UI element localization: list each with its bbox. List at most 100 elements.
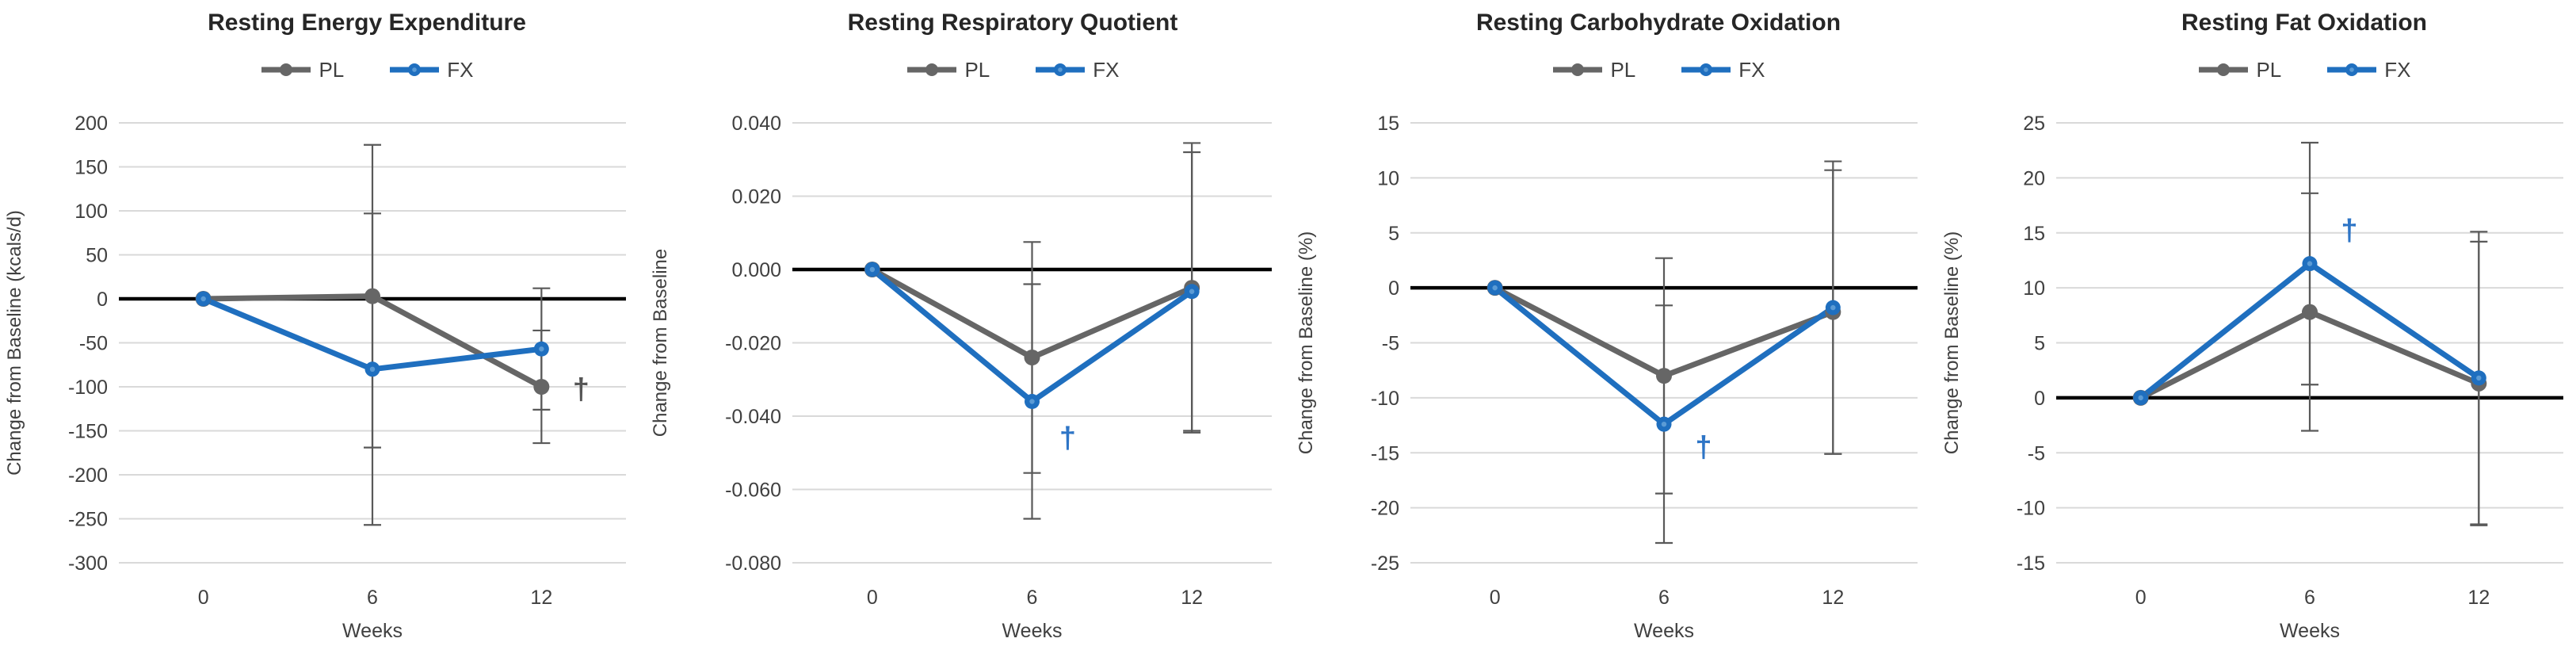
y-tick-label: 10 — [1377, 167, 1399, 189]
y-tick-label: -200 — [68, 464, 108, 487]
plot-resting-respiratory-quotient: 0.040 0.020 0.000 -0.020 -0.040 -0.060 -0.080 †… — [650, 113, 1272, 642]
x-tick-label: 0 — [198, 587, 209, 609]
y-tick-label: -20 — [1371, 498, 1399, 520]
y-axis-title: Change from Baseline — [650, 249, 671, 437]
legend-item-pl: PL — [2197, 58, 2281, 82]
y-tick-label: 25 — [2023, 113, 2045, 135]
pl-line-marker-icon — [2199, 63, 2249, 76]
chart-legend: PL FX — [0, 49, 639, 90]
pl-line-marker-icon — [1553, 63, 1603, 76]
legend-item-fx: FX — [1680, 58, 1765, 82]
fx-line-marker-icon — [2327, 63, 2377, 76]
y-tick-label: 15 — [1377, 113, 1399, 135]
legend-label-pl: PL — [2256, 57, 2282, 82]
legend-item-pl: PL — [1551, 58, 1635, 82]
legend-label-pl: PL — [964, 57, 990, 82]
x-axis-title: Weeks — [1634, 620, 1694, 642]
pl-line-marker-icon — [261, 63, 311, 76]
chart-card-resting-respiratory-quotient: Resting Respiratory Quotient PL FX 0.040… — [646, 0, 1284, 646]
legend-item-pl: PL — [260, 58, 344, 82]
chart-card-resting-fat-oxidation: Resting Fat Oxidation PL FX 25 20 15 10 5 0 -5… — [1937, 0, 2576, 646]
y-tick-label: 0 — [97, 289, 108, 311]
x-tick-label: 12 — [1181, 587, 1203, 609]
y-tick-label: 0.000 — [731, 259, 781, 281]
y-tick-label: -15 — [2017, 552, 2045, 575]
x-tick-label: 12 — [1822, 587, 1844, 609]
y-tick-label: -5 — [2028, 442, 2045, 464]
chart-card-resting-energy-expenditure: Resting Energy Expenditure PL FX 200 150 1… — [0, 0, 639, 646]
dagger-annotation: † — [2341, 214, 2357, 247]
chart-legend: PL FX — [1292, 49, 1930, 90]
legend-item-pl: PL — [906, 58, 990, 82]
x-tick-label: 0 — [1490, 587, 1501, 609]
fx-line-marker-icon — [390, 63, 440, 76]
legend-label-fx: FX — [2384, 57, 2411, 82]
chart-title: Resting Respiratory Quotient — [847, 10, 1178, 36]
x-axis-title: Weeks — [342, 620, 403, 642]
legend-label-pl: PL — [319, 57, 345, 82]
dagger-annotation: † — [1059, 422, 1076, 455]
plot-resting-energy-expenditure: 200 150 100 50 0 -50 -100 -150 -200 -250 -300 † 0 6 12… — [4, 113, 626, 642]
dagger-annotation: † — [1695, 430, 1712, 464]
y-tick-label: -50 — [79, 333, 108, 355]
dagger-annotation: † — [573, 373, 590, 406]
y-axis-title: Change from Baseline (kcals/d) — [4, 210, 25, 476]
y-tick-label: -0.040 — [725, 406, 781, 428]
y-tick-label: -100 — [68, 377, 108, 399]
data-point-FX-week-6-dot — [1661, 421, 1667, 427]
x-tick-label: 6 — [1658, 587, 1670, 609]
y-tick-label: -300 — [68, 552, 108, 575]
legend-label-pl: PL — [1610, 57, 1636, 82]
data-point-FX-week-0-dot — [869, 266, 876, 273]
data-point-PL-week-6 — [1024, 350, 1040, 365]
y-axis-title: Change from Baseline (%) — [1941, 231, 1963, 454]
data-point-PL-week-6 — [2302, 304, 2318, 320]
chart-card-resting-carbohydrate-oxidation: Resting Carbohydrate Oxidation PL FX 15 1… — [1292, 0, 1930, 646]
y-tick-label: 20 — [2023, 167, 2045, 189]
y-axis-title: Change from Baseline (%) — [1296, 231, 1317, 454]
x-tick-label: 6 — [2304, 587, 2315, 609]
y-tick-label: 100 — [74, 201, 108, 223]
x-tick-label: 12 — [2467, 587, 2490, 609]
fx-line-marker-icon — [1681, 63, 1731, 76]
fx-line-marker-icon — [1036, 63, 1086, 76]
data-point-FX-week-6-dot — [2307, 261, 2313, 266]
y-tick-label: -25 — [1371, 552, 1399, 575]
y-tick-label: -250 — [68, 509, 108, 531]
plot-resting-carbohydrate-oxidation: 15 10 5 0 -5 -10 -15 -20 -25 † 0 6 12 Weeks Change fro… — [1296, 113, 1918, 642]
plot-resting-fat-oxidation: 25 20 15 10 5 0 -5 -10 -15 † 0 6 12 Weeks Change from … — [1941, 113, 2563, 642]
x-tick-label: 0 — [867, 587, 878, 609]
y-tick-label: -0.060 — [725, 480, 781, 502]
data-point-FX-week-12-dot — [1189, 289, 1195, 294]
y-tick-label: 50 — [86, 245, 108, 267]
y-tick-label: -15 — [1371, 442, 1399, 464]
chart-legend: PL FX — [1937, 49, 2576, 90]
data-point-PL-week-6 — [1656, 368, 1672, 384]
legend-label-fx: FX — [1738, 57, 1765, 82]
data-point-PL-week-12 — [533, 379, 550, 395]
chart-title: Resting Energy Expenditure — [208, 10, 526, 36]
data-point-FX-week-0-dot — [1492, 285, 1498, 291]
y-tick-label: -0.080 — [725, 552, 781, 575]
y-tick-label: -5 — [1382, 333, 1399, 355]
x-tick-label: 6 — [1027, 587, 1038, 609]
data-point-FX-week-12-dot — [1830, 304, 1836, 311]
legend-item-fx: FX — [388, 58, 474, 82]
y-tick-label: 5 — [2034, 333, 2045, 355]
y-tick-label: 0 — [1388, 277, 1399, 300]
legend-label-fx: FX — [1093, 57, 1120, 82]
legend-item-fx: FX — [1034, 57, 1120, 82]
y-tick-label: 15 — [2023, 223, 2045, 245]
x-tick-label: 12 — [530, 587, 552, 609]
y-tick-label: 5 — [1388, 223, 1399, 245]
data-point-FX-week-0-dot — [200, 296, 206, 302]
chart-title: Resting Fat Oxidation — [2181, 10, 2428, 36]
data-point-PL-week-6 — [364, 288, 380, 304]
y-tick-label: -0.020 — [725, 333, 781, 355]
y-tick-label: -10 — [1371, 388, 1399, 410]
x-tick-label: 6 — [367, 587, 378, 609]
y-tick-label: 150 — [74, 157, 108, 179]
x-axis-title: Weeks — [1002, 620, 1063, 642]
y-tick-label: 0.040 — [731, 113, 781, 135]
